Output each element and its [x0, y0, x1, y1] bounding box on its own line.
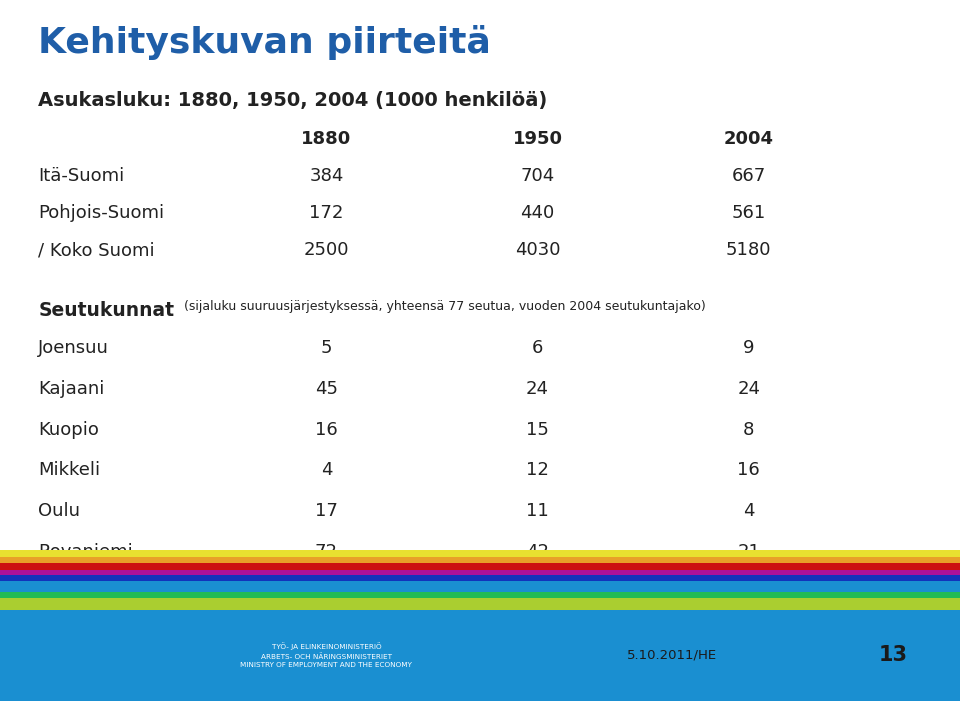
- Text: Joensuu: Joensuu: [38, 339, 109, 358]
- Text: 12: 12: [526, 461, 549, 479]
- Text: 16: 16: [315, 421, 338, 439]
- Text: 2500: 2500: [303, 241, 349, 259]
- Bar: [0, 581, 960, 592]
- Text: 4: 4: [321, 461, 332, 479]
- Text: 6: 6: [532, 339, 543, 358]
- Text: 561: 561: [732, 204, 766, 222]
- Bar: [0, 610, 960, 701]
- Text: 42: 42: [526, 543, 549, 561]
- Text: 667: 667: [732, 167, 766, 185]
- Text: Itä-Suomi: Itä-Suomi: [38, 167, 125, 185]
- Text: 4030: 4030: [515, 241, 561, 259]
- Text: 2004: 2004: [724, 130, 774, 148]
- Bar: [0, 557, 960, 563]
- Text: 15: 15: [526, 421, 549, 439]
- Text: TYÖ- JA ELINKEINOMINISTERIÖ
ARBETS- OCH NÄRINGSMINISTERIET
MINISTRY OF EMPLOYMEN: TYÖ- JA ELINKEINOMINISTERIÖ ARBETS- OCH …: [240, 642, 413, 669]
- Text: 11: 11: [526, 502, 549, 520]
- Bar: [0, 570, 960, 576]
- Text: 5.10.2011/HE: 5.10.2011/HE: [627, 649, 717, 662]
- Text: 9: 9: [743, 339, 755, 358]
- Text: Seutukunnat: Seutukunnat: [38, 301, 175, 320]
- Text: / Koko Suomi: / Koko Suomi: [38, 241, 155, 259]
- Text: 4: 4: [743, 502, 755, 520]
- Bar: [0, 576, 960, 581]
- Text: 24: 24: [526, 380, 549, 398]
- Bar: [0, 550, 960, 557]
- Text: 16: 16: [737, 461, 760, 479]
- Text: 704: 704: [520, 167, 555, 185]
- Text: 5180: 5180: [726, 241, 772, 259]
- Text: 13: 13: [878, 646, 907, 665]
- Bar: [0, 599, 960, 610]
- Text: 72: 72: [315, 543, 338, 561]
- Bar: [0, 563, 960, 570]
- Text: 17: 17: [315, 502, 338, 520]
- Text: Kuopio: Kuopio: [38, 421, 99, 439]
- Text: 440: 440: [520, 204, 555, 222]
- Text: 21: 21: [737, 543, 760, 561]
- Text: 384: 384: [309, 167, 344, 185]
- Text: 5: 5: [321, 339, 332, 358]
- Text: Asukasluku: 1880, 1950, 2004 (1000 henkilöä): Asukasluku: 1880, 1950, 2004 (1000 henki…: [38, 91, 547, 110]
- Text: 1950: 1950: [513, 130, 563, 148]
- Text: Kajaani: Kajaani: [38, 380, 105, 398]
- Text: 1880: 1880: [301, 130, 351, 148]
- Text: Mikkeli: Mikkeli: [38, 461, 101, 479]
- Text: 172: 172: [309, 204, 344, 222]
- Text: 45: 45: [315, 380, 338, 398]
- Text: Rovaniemi: Rovaniemi: [38, 543, 133, 561]
- Bar: [0, 592, 960, 599]
- Text: Pohjois-Suomi: Pohjois-Suomi: [38, 204, 164, 222]
- Text: 8: 8: [743, 421, 755, 439]
- Text: Kehityskuvan piirteitä: Kehityskuvan piirteitä: [38, 25, 492, 60]
- Text: Oulu: Oulu: [38, 502, 81, 520]
- Text: 24: 24: [737, 380, 760, 398]
- Text: (sijaluku suuruusjärjestyksessä, yhteensä 77 seutua, vuoden 2004 seutukuntajako): (sijaluku suuruusjärjestyksessä, yhteens…: [180, 300, 707, 313]
